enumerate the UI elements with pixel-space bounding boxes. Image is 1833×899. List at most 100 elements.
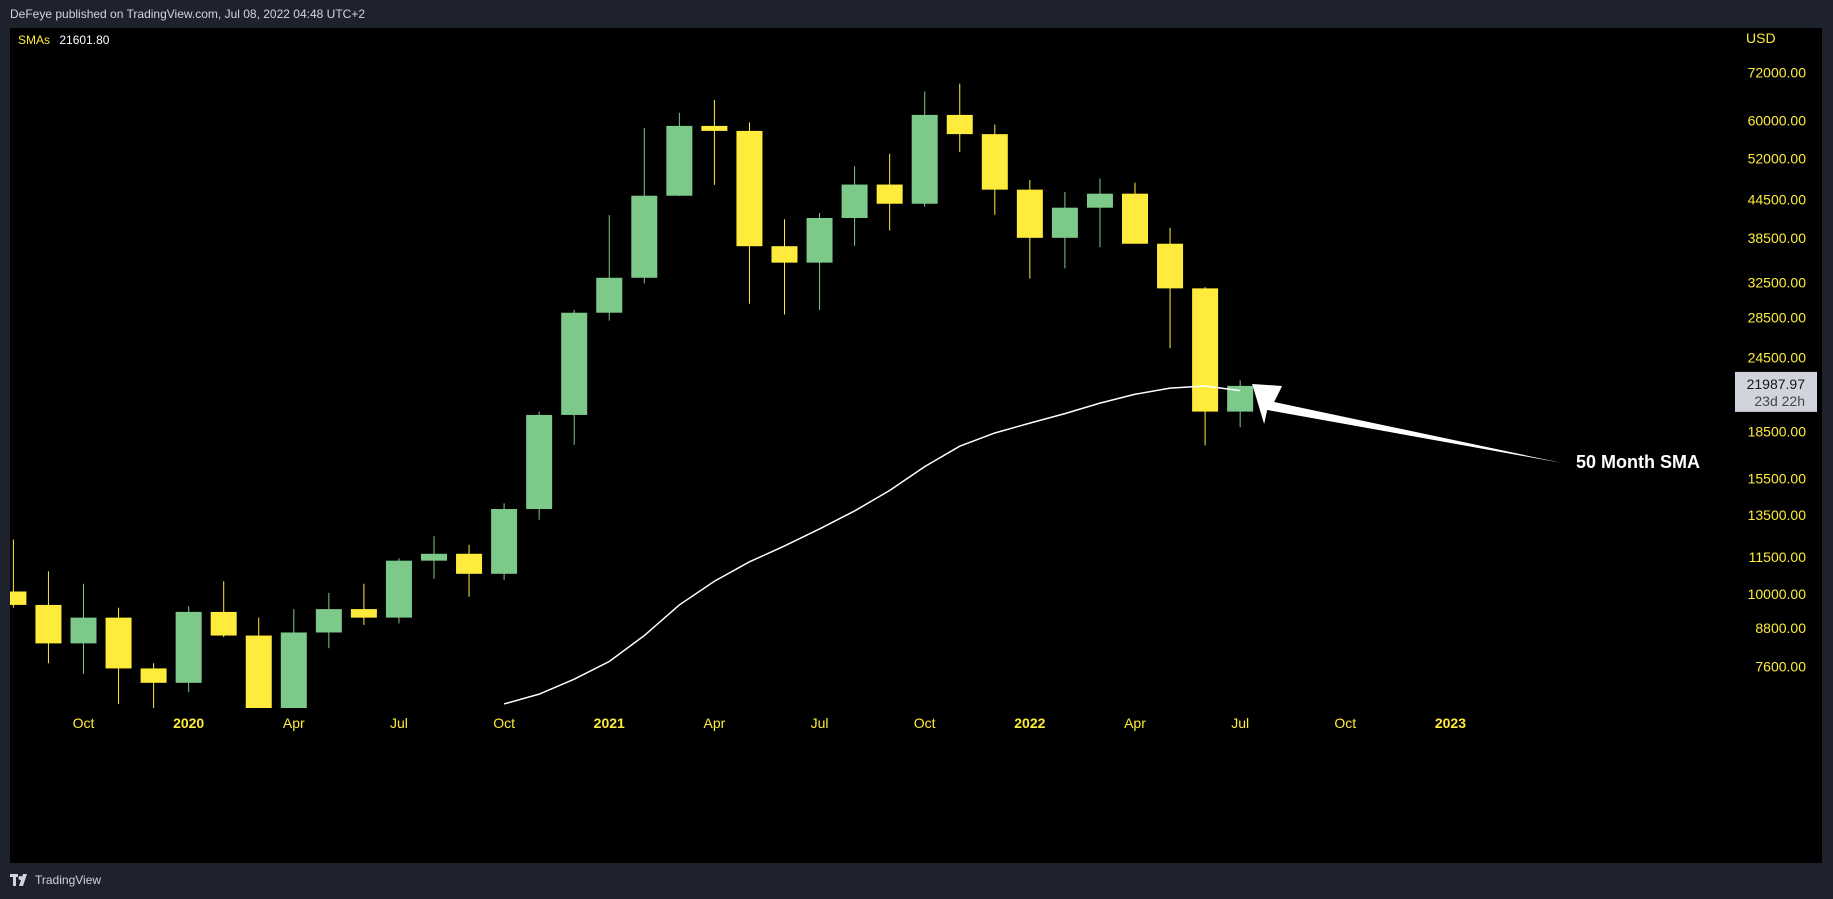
candle-2021-12[interactable] — [981, 124, 1008, 215]
x-tick-label: Apr — [283, 715, 305, 731]
candlestick-chart[interactable]: 50 Month SMA 72000.00 60000.00 52000.00 445… — [10, 28, 1822, 863]
candle-2021-10[interactable] — [911, 91, 938, 207]
candle-2019-11[interactable] — [105, 607, 132, 704]
candle-2020-11[interactable] — [526, 411, 553, 520]
candle-2021-11[interactable] — [946, 83, 973, 153]
candle-body — [140, 668, 167, 683]
candle-body — [561, 312, 588, 415]
candle-body — [771, 246, 798, 263]
candle-2021-06[interactable] — [771, 219, 798, 315]
sma-50-line — [503, 385, 1241, 705]
candle-body — [596, 277, 623, 313]
candle-body — [1016, 189, 1043, 238]
candle-2022-05[interactable] — [1157, 227, 1184, 349]
x-tick-label: 2022 — [1014, 715, 1045, 731]
candle-body — [876, 184, 903, 204]
x-tick-label: Apr — [1124, 715, 1146, 731]
chart-area[interactable]: 50 Month SMA 72000.00 60000.00 52000.00 445… — [10, 28, 1822, 863]
candle-2022-06[interactable] — [1192, 287, 1219, 446]
candle-2020-02[interactable] — [210, 581, 237, 638]
y-tick-label: 60000.00 — [1748, 113, 1807, 129]
candle-body — [841, 184, 868, 219]
candle-2019-12[interactable] — [140, 663, 167, 710]
x-tick-label: 2023 — [1435, 715, 1466, 731]
x-tick-label: Jul — [811, 715, 829, 731]
annotation-text: 50 Month SMA — [1576, 452, 1700, 472]
candle-body — [105, 617, 132, 669]
x-axis[interactable]: Oct 2020 Apr Jul Oct 2021 Apr Jul Oct 2022 Apr Jul O… — [73, 715, 1467, 731]
candle-2020-07[interactable] — [385, 558, 412, 624]
y-tick-label: 15500.00 — [1748, 470, 1807, 486]
candle-body — [1157, 243, 1184, 289]
candle-body — [10, 591, 27, 605]
candle-2020-01[interactable] — [175, 606, 202, 693]
currency-label: USD — [1746, 30, 1776, 46]
candle-body — [666, 125, 693, 196]
candle-body — [1051, 207, 1078, 238]
candle-2021-08[interactable] — [841, 166, 868, 246]
candle-body — [701, 125, 728, 131]
tradingview-logo-icon — [10, 874, 27, 886]
candle-2020-06[interactable] — [350, 583, 377, 625]
candle-body — [350, 609, 377, 618]
x-tick-label: Jul — [390, 715, 408, 731]
x-tick-label: Oct — [73, 715, 95, 731]
candle-2021-03[interactable] — [666, 112, 693, 197]
candle-2019-09[interactable] — [35, 571, 62, 664]
candle-2021-04[interactable] — [701, 100, 728, 185]
candle-body — [1122, 193, 1148, 244]
candle-body — [911, 114, 938, 204]
y-tick-label: 10000.00 — [1748, 586, 1807, 602]
legend-value: 21601.80 — [59, 33, 109, 47]
candle-body — [631, 195, 658, 278]
price-tag-background — [1735, 371, 1817, 412]
candle-body — [210, 611, 237, 636]
candle-2019-08[interactable] — [10, 539, 27, 608]
candle-body — [385, 560, 412, 618]
y-axis[interactable]: 72000.00 60000.00 52000.00 44500.00 38500.00… — [1735, 64, 1817, 675]
x-tick-label: 2021 — [594, 715, 625, 731]
annotation-layer: 50 Month SMA — [1252, 383, 1700, 472]
x-tick-label: Oct — [493, 715, 515, 731]
candle-body — [315, 609, 342, 633]
x-tick-label: Oct — [1334, 715, 1356, 731]
y-tick-label: 38500.00 — [1748, 230, 1807, 246]
candle-2020-12[interactable] — [561, 310, 588, 445]
candle-body — [70, 617, 97, 644]
candle-2020-03[interactable] — [245, 617, 272, 847]
candle-2020-04[interactable] — [280, 609, 307, 723]
candle-body — [175, 611, 202, 683]
candle-body — [736, 130, 763, 247]
candle-body — [1192, 288, 1219, 412]
candle-2021-07[interactable] — [806, 212, 833, 311]
x-tick-label: Apr — [704, 715, 726, 731]
candle-2022-02[interactable] — [1051, 191, 1078, 269]
candle-2022-03[interactable] — [1086, 178, 1113, 248]
candle-2019-10[interactable] — [70, 583, 97, 674]
y-tick-label: 11500.00 — [1749, 549, 1807, 565]
candle-body — [526, 414, 553, 510]
candle-2021-02[interactable] — [631, 127, 658, 284]
candle-2020-05[interactable] — [315, 592, 342, 649]
footer-brand[interactable]: TradingView — [10, 868, 101, 892]
candle-2020-10[interactable] — [491, 503, 518, 580]
candle-body — [421, 553, 447, 561]
candle-2022-04[interactable] — [1122, 182, 1148, 244]
price-tag-countdown: 23d 22h — [1754, 393, 1805, 409]
candles-layer — [10, 83, 1254, 847]
candle-body — [456, 553, 483, 574]
y-tick-label: 32500.00 — [1748, 275, 1807, 291]
candle-2020-08[interactable] — [421, 536, 447, 579]
candle-2022-01[interactable] — [1016, 180, 1043, 279]
legend-label: SMAs 21601.80 — [18, 33, 110, 47]
candle-2020-09[interactable] — [456, 544, 483, 597]
y-tick-label: 72000.00 — [1748, 64, 1807, 80]
price-tag-price: 21987.97 — [1747, 376, 1806, 392]
candle-2021-05[interactable] — [736, 122, 763, 304]
candle-body — [806, 218, 833, 263]
candle-body — [1086, 193, 1113, 208]
candle-2021-01[interactable] — [596, 215, 623, 321]
candle-body — [491, 509, 518, 574]
candle-body — [946, 114, 973, 135]
candle-2021-09[interactable] — [876, 153, 903, 231]
